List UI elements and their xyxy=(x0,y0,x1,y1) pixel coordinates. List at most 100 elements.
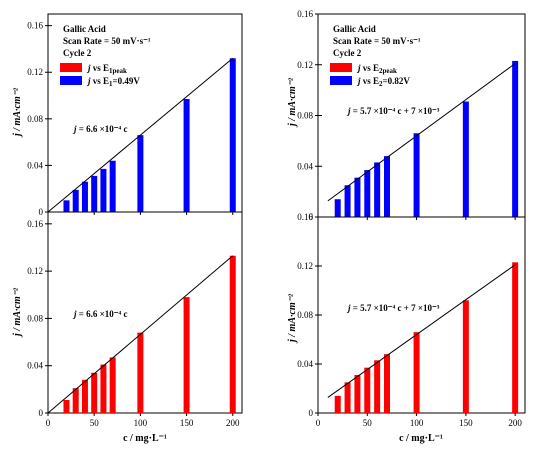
y-tick-label: 0.08 xyxy=(297,310,313,320)
bar xyxy=(109,160,116,212)
info-line: Cycle 2 xyxy=(63,48,92,58)
bar xyxy=(462,101,469,217)
fit-line xyxy=(327,264,516,398)
y-tick-label: 0.12 xyxy=(27,266,43,276)
bar xyxy=(384,156,390,217)
bar xyxy=(384,354,390,413)
y-tick-label: 0.04 xyxy=(27,361,43,371)
bar xyxy=(413,133,420,217)
y-tick-label: 0.04 xyxy=(297,359,313,369)
left-x-axis-label: c / mg·L⁻¹ xyxy=(123,433,167,444)
x-tick-label: 150 xyxy=(459,418,473,428)
fit-equation: j = 6.6 ×10⁻⁴ c xyxy=(72,309,127,319)
y-tick-label: 0.12 xyxy=(27,67,43,77)
fit-equation: j = 6.6 ×10⁻⁴ c xyxy=(72,124,127,134)
x-tick-label: 50 xyxy=(363,418,373,428)
right-bottom-y-axis-label: j / mA·cm⁻² xyxy=(287,293,298,344)
x-tick-label: 200 xyxy=(226,418,240,428)
bar xyxy=(91,372,98,413)
bar xyxy=(72,189,79,212)
bar xyxy=(72,388,79,413)
y-tick-label: 0 xyxy=(309,212,314,222)
bar xyxy=(229,58,236,213)
x-tick-label: 150 xyxy=(180,418,194,428)
plot-frame xyxy=(47,211,243,414)
y-tick-label: 0.16 xyxy=(297,212,313,222)
panel-top-right: 0 0.04 0.08 0.12 0.16 j = 5.7 ×10⁻⁴ c + 7 ×10… xyxy=(297,9,526,222)
y-tick-label: 0.04 xyxy=(297,161,313,171)
x-tick-label: 0 xyxy=(316,418,321,428)
bar xyxy=(109,357,116,413)
bar xyxy=(229,255,236,413)
bar xyxy=(512,262,519,413)
bar xyxy=(334,395,341,413)
fit-line xyxy=(327,63,516,202)
bar xyxy=(183,297,190,413)
y-tick-label: 0 xyxy=(39,408,44,418)
bar xyxy=(63,399,70,413)
x-tick-label: 50 xyxy=(90,418,100,428)
x-tick-label: 100 xyxy=(134,418,148,428)
bar xyxy=(413,332,420,413)
bar xyxy=(137,135,144,212)
info-line: Scan Rate = 50 mV·s⁻¹ xyxy=(63,36,151,46)
legend-swatch xyxy=(330,76,352,85)
fit-equation: j = 5.7 ×10⁻⁴ c + 7 ×10⁻³ xyxy=(346,303,440,313)
legend-label: j vs E1peak xyxy=(86,63,127,75)
legend-label: j vs E2peak xyxy=(356,63,397,75)
bar xyxy=(344,185,351,217)
bar xyxy=(63,200,70,212)
fit-line xyxy=(47,255,234,414)
bar xyxy=(374,360,381,413)
y-tick-label: 0 xyxy=(39,207,44,217)
x-tick-label: 200 xyxy=(508,418,522,428)
y-tick-label: 0.08 xyxy=(27,313,43,323)
bar xyxy=(137,332,144,413)
bar xyxy=(81,181,88,212)
bar xyxy=(344,382,351,413)
bar xyxy=(462,300,469,413)
legend-swatch xyxy=(330,63,352,72)
info-line: Gallic Acid xyxy=(63,24,106,34)
y-tick-label: 0.08 xyxy=(27,114,43,124)
y-tick-label: 0.16 xyxy=(297,9,313,19)
bar xyxy=(183,99,190,212)
bar xyxy=(354,375,361,413)
bar xyxy=(81,379,88,413)
bar xyxy=(100,364,107,413)
bar xyxy=(374,162,381,217)
legend-label: j vs E1=0.49V xyxy=(86,76,140,88)
right-x-axis-label: c / mg·L⁻¹ xyxy=(399,433,443,444)
info-line: Cycle 2 xyxy=(333,48,362,58)
bar xyxy=(91,175,98,212)
legend-swatch xyxy=(60,76,82,85)
info-line: Scan Rate = 50 mV·s⁻¹ xyxy=(333,36,421,46)
bar xyxy=(364,367,371,413)
panel-top-left: 0 0.04 0.08 0.12 0.16 j = 6.6 ×10⁻⁴ c Gallic A… xyxy=(27,13,243,217)
y-tick-label: 0.16 xyxy=(27,21,43,31)
left-bottom-y-axis-label: j / mA·cm⁻² xyxy=(12,287,23,338)
legend-swatch xyxy=(60,63,82,72)
fit-equation: j = 5.7 ×10⁻⁴ c + 7 ×10⁻³ xyxy=(346,106,440,116)
y-tick-label: 0 xyxy=(309,408,314,418)
legend-label: j vs E2=0.82V xyxy=(356,76,410,88)
x-tick-label: 100 xyxy=(410,418,424,428)
info-line: Gallic Acid xyxy=(333,24,376,34)
left-y-axis-label: j / mA·cm⁻² xyxy=(12,87,23,138)
y-tick-label: 0.04 xyxy=(27,160,43,170)
bar xyxy=(354,177,361,217)
panel-bottom-left: 0 0.04 0.08 0.12 0.16 0 50 100 150 200 j = 6.6 ×10… xyxy=(27,211,243,428)
bar xyxy=(512,60,519,217)
right-y-axis-label: j / mA·cm⁻² xyxy=(287,77,298,128)
y-tick-label: 0.16 xyxy=(27,219,43,229)
fit-line xyxy=(47,57,234,213)
y-tick-label: 0.12 xyxy=(297,261,313,271)
bar xyxy=(364,170,371,217)
y-tick-label: 0.08 xyxy=(297,111,313,121)
x-tick-label: 0 xyxy=(46,418,51,428)
bar xyxy=(334,199,341,217)
y-tick-label: 0.12 xyxy=(297,60,313,70)
bar xyxy=(100,168,107,212)
